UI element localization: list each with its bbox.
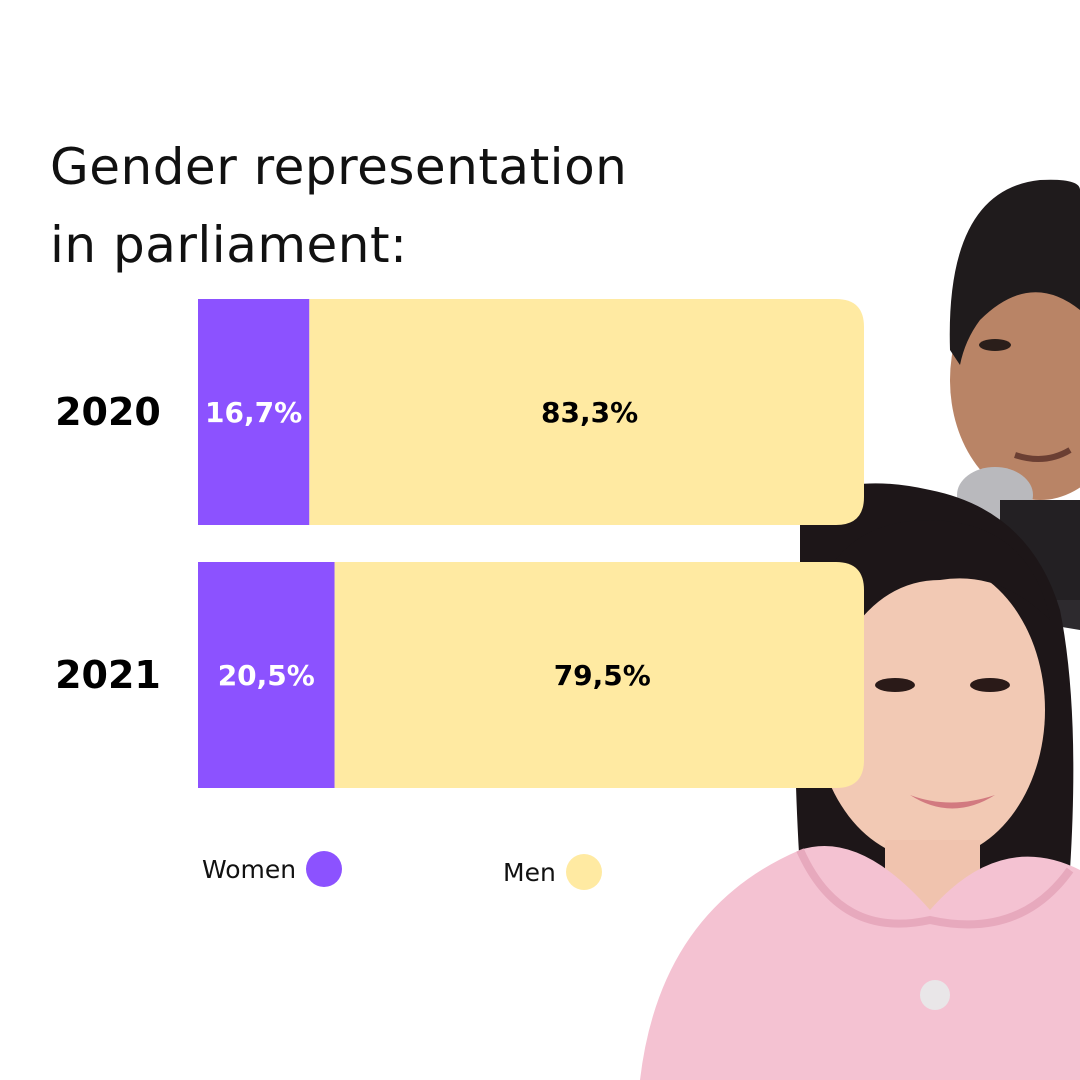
value-label-women-2020: 16,7% (205, 396, 302, 429)
bar-men-2020 (309, 299, 864, 525)
title-line-1: Gender representation (50, 138, 628, 196)
parliament-members-photo (640, 179, 1080, 1080)
value-label-women-2021: 20,5% (218, 659, 315, 692)
value-label-men-2021: 79,5% (554, 659, 651, 692)
legend-men-label: Men (503, 857, 556, 887)
bar-women-2021 (198, 562, 335, 788)
year-label-2021: 2021 (55, 653, 161, 697)
year-label-2020: 2020 (55, 390, 161, 434)
legend-women-swatch (306, 851, 343, 887)
chart-title: Gender representation in parliament: (50, 128, 627, 284)
legend-women-label: Women (202, 854, 297, 884)
legend-men-swatch (565, 854, 602, 890)
bar-women-2020 (198, 299, 310, 525)
woman-figure (640, 483, 1080, 1080)
legend-men: Men (503, 854, 602, 890)
bar-men-2021 (334, 562, 864, 788)
title-line-2: in parliament: (50, 216, 408, 274)
value-label-men-2020: 83,3% (541, 396, 638, 429)
legend-women: Women (202, 851, 343, 887)
